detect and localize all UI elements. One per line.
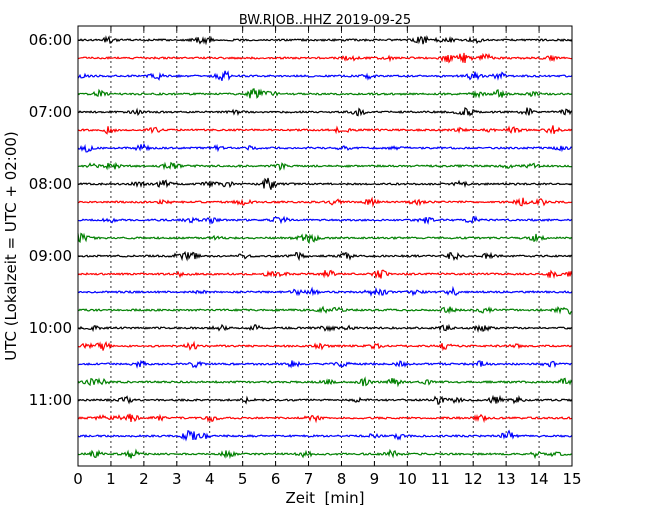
- vertical-grid: [110, 26, 540, 466]
- x-axis-label: Zeit [min]: [285, 489, 364, 507]
- x-tick-label: 6: [271, 470, 281, 488]
- x-tick-label: 0: [73, 470, 83, 488]
- trace-1045: [77, 376, 573, 388]
- x-tick-label: 1: [106, 470, 116, 488]
- y-tick-label: 11:00: [29, 391, 72, 409]
- y-axis-label: UTC (Lokalzeit = UTC + 02:00): [2, 131, 20, 361]
- trace-0815: [77, 196, 573, 208]
- x-tick-label: 13: [497, 470, 516, 488]
- x-tick-label: 9: [370, 470, 380, 488]
- x-tick-label: 14: [530, 470, 549, 488]
- trace-1015: [77, 340, 573, 352]
- trace-0645: [77, 88, 573, 99]
- x-tick-label: 2: [139, 470, 149, 488]
- chart-title: BW.RJOB..HHZ 2019-09-25: [239, 13, 411, 28]
- x-tick-label: 10: [398, 470, 417, 488]
- y-tick-label: 06:00: [29, 31, 72, 49]
- trace-0715: [77, 125, 573, 135]
- x-tick-label: 4: [205, 470, 215, 488]
- trace-1100: [77, 394, 573, 405]
- trace-0845: [77, 232, 573, 244]
- x-tick-label: 12: [464, 470, 483, 488]
- trace-1130: [77, 429, 573, 442]
- x-tick-label: 7: [304, 470, 314, 488]
- trace-0630: [77, 70, 573, 81]
- trace-0900: [77, 251, 573, 262]
- plot-frame: [77, 25, 573, 467]
- x-tick-label: 8: [337, 470, 347, 488]
- trace-0915: [77, 269, 573, 280]
- seismic-traces: [77, 35, 573, 460]
- y-axis-ticks: 06:00 07:00 08:00 09:00 10:00 11:00: [29, 31, 572, 409]
- trace-0615: [77, 52, 573, 64]
- y-tick-label: 10:00: [29, 319, 72, 337]
- trace-0700: [77, 107, 573, 117]
- trace-0730: [77, 142, 573, 153]
- trace-1030: [77, 359, 573, 369]
- trace-0945: [77, 305, 573, 316]
- x-axis-ticks: 0 1 2 3 4 5 6 7 8 9 10 11 12 13 14 15: [73, 26, 582, 488]
- plot-area: [78, 26, 572, 466]
- trace-1000: [77, 323, 573, 333]
- y-tick-label: 07:00: [29, 103, 72, 121]
- x-tick-label: 11: [431, 470, 450, 488]
- x-tick-label: 5: [238, 470, 248, 488]
- trace-0800: [77, 177, 573, 190]
- trace-0745: [77, 161, 573, 172]
- trace-0600: [77, 35, 573, 46]
- x-tick-label: 3: [172, 470, 182, 488]
- x-tick-label: 15: [562, 470, 581, 488]
- trace-1115: [77, 413, 573, 424]
- trace-1145: [77, 448, 573, 460]
- trace-0930: [77, 285, 573, 297]
- trace-0830: [77, 215, 573, 226]
- y-tick-label: 08:00: [29, 175, 72, 193]
- y-tick-label: 09:00: [29, 247, 72, 265]
